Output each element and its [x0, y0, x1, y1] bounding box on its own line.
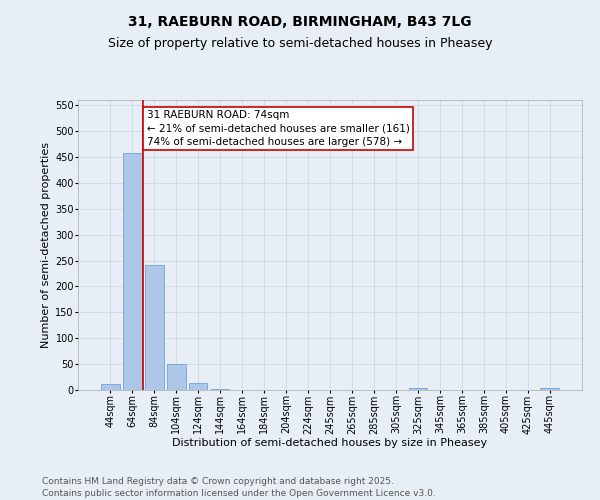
Text: 31 RAEBURN ROAD: 74sqm
← 21% of semi-detached houses are smaller (161)
74% of se: 31 RAEBURN ROAD: 74sqm ← 21% of semi-det… — [146, 110, 409, 147]
Text: Contains HM Land Registry data © Crown copyright and database right 2025.
Contai: Contains HM Land Registry data © Crown c… — [42, 476, 436, 498]
Y-axis label: Number of semi-detached properties: Number of semi-detached properties — [41, 142, 51, 348]
Bar — [211, 389, 229, 390]
X-axis label: Distribution of semi-detached houses by size in Pheasey: Distribution of semi-detached houses by … — [172, 438, 488, 448]
Bar — [541, 388, 559, 390]
Bar — [167, 364, 185, 390]
Text: 31, RAEBURN ROAD, BIRMINGHAM, B43 7LG: 31, RAEBURN ROAD, BIRMINGHAM, B43 7LG — [128, 15, 472, 29]
Bar — [101, 384, 119, 390]
Bar — [123, 153, 142, 390]
Bar — [409, 388, 427, 390]
Bar — [145, 264, 164, 390]
Text: Size of property relative to semi-detached houses in Pheasey: Size of property relative to semi-detach… — [108, 38, 492, 51]
Bar — [189, 383, 208, 390]
